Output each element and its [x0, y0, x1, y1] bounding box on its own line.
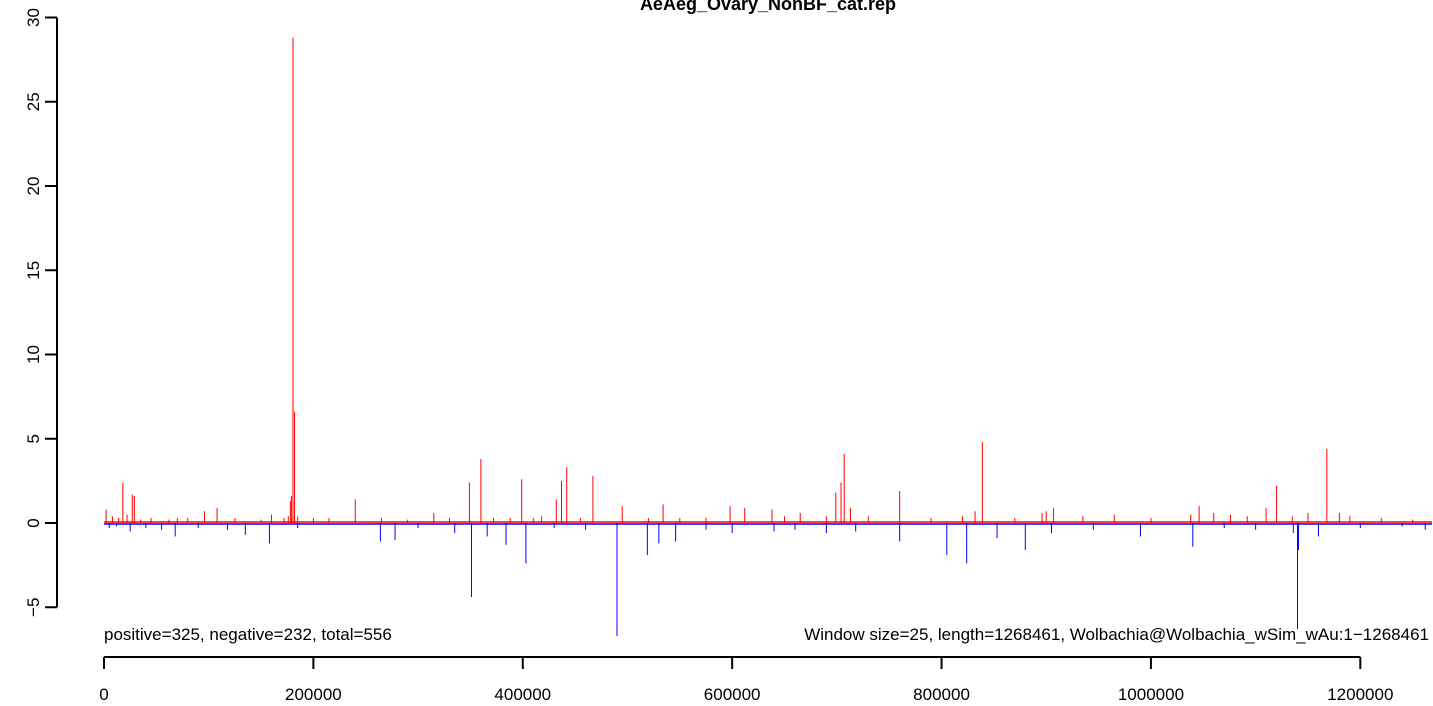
x-tick-label-4: 800000 — [913, 685, 970, 704]
y-axis: −5 0 5 10 15 20 25 30 — [24, 8, 58, 617]
y-tick-label-0: −5 — [24, 598, 43, 617]
x-tick-label-3: 600000 — [704, 685, 761, 704]
x-tick-label-5: 1000000 — [1118, 685, 1184, 704]
x-tick-label-0: 0 — [99, 685, 108, 704]
window-info-annotation: Window size=25, length=1268461, Wolbachi… — [804, 625, 1429, 644]
series-layer — [104, 37, 1432, 636]
counts-annotation: positive=325, negative=232, total=556 — [104, 625, 392, 644]
y-tick-label-7: 30 — [24, 8, 43, 27]
chart-title: AeAeg_Ovary_NonBF_cat.rep — [640, 0, 896, 14]
y-tick-label-3: 10 — [24, 345, 43, 364]
y-tick-label-6: 25 — [24, 92, 43, 111]
x-tick-label-2: 400000 — [494, 685, 551, 704]
y-tick-label-4: 15 — [24, 261, 43, 280]
x-tick-label-6: 1200000 — [1327, 685, 1393, 704]
y-tick-label-2: 5 — [24, 434, 43, 443]
y-tick-label-1: 0 — [24, 518, 43, 527]
x-axis: 0 200000 400000 600000 800000 1000000 1200000 — [99, 656, 1393, 704]
y-tick-label-5: 20 — [24, 177, 43, 196]
x-tick-label-1: 200000 — [285, 685, 342, 704]
